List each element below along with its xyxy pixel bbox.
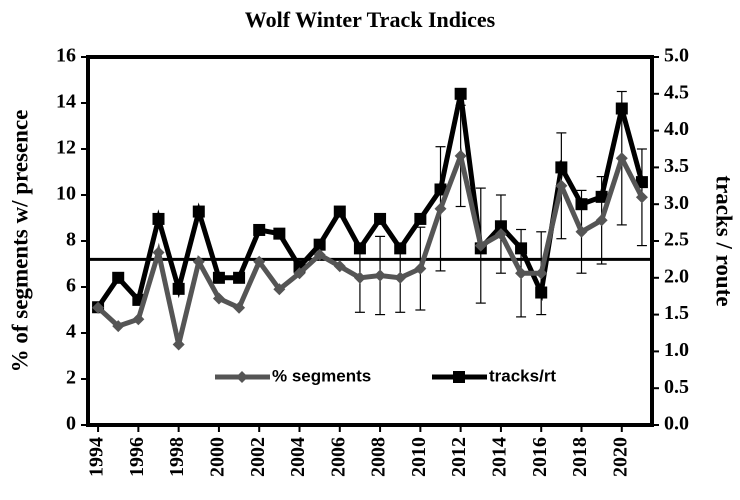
marker	[434, 202, 447, 215]
marker	[414, 262, 427, 275]
marker	[555, 179, 568, 192]
y-tick-label: 14	[56, 91, 76, 113]
marker	[575, 198, 588, 211]
marker	[253, 223, 266, 236]
marker	[132, 313, 145, 326]
legend-marker	[236, 371, 248, 383]
y-tick-label: 6	[66, 275, 76, 297]
y-tick-label: 2	[66, 367, 76, 389]
legend-label: % segments	[272, 366, 371, 385]
marker	[313, 238, 326, 251]
y-tick-label: 8	[66, 229, 76, 251]
marker	[454, 87, 467, 100]
y2-tick-label: 2.0	[664, 265, 689, 287]
marker	[112, 271, 125, 284]
x-tick-label: 2000	[207, 437, 229, 477]
marker	[394, 271, 407, 284]
marker	[152, 246, 165, 259]
marker	[414, 212, 427, 225]
y2-tick-label: 4.5	[664, 81, 689, 103]
marker	[595, 190, 608, 203]
y-tick-label: 16	[56, 45, 76, 67]
x-tick-label: 2004	[287, 437, 309, 477]
marker	[172, 338, 185, 351]
y2-tick-label: 1.5	[664, 302, 689, 324]
x-tick-label: 2018	[569, 437, 591, 477]
y2-tick-label: 3.5	[664, 155, 689, 177]
marker	[474, 239, 487, 252]
marker	[615, 102, 628, 115]
marker	[374, 212, 387, 225]
marker	[293, 267, 306, 280]
x-tick-label: 1994	[86, 437, 108, 477]
x-tick-label: 2008	[368, 437, 390, 477]
marker	[333, 205, 346, 218]
legend-label: tracks/rt	[489, 366, 556, 385]
y2-axis-label: tracks / route	[712, 175, 737, 306]
marker	[494, 228, 507, 241]
y-tick-label: 10	[56, 183, 76, 205]
marker	[212, 292, 225, 305]
y-axis-label: % of segments w/ presence	[7, 110, 32, 373]
marker	[353, 271, 366, 284]
marker	[253, 255, 266, 268]
y2-tick-label: 5.0	[664, 45, 689, 67]
y2-tick-label: 3.0	[664, 192, 689, 214]
marker	[595, 214, 608, 227]
marker	[515, 267, 528, 280]
marker	[112, 320, 125, 333]
x-tick-label: 2020	[609, 437, 631, 477]
marker	[152, 212, 165, 225]
x-tick-label: 2002	[247, 437, 269, 477]
marker	[172, 282, 185, 295]
y-tick-label: 4	[66, 321, 76, 343]
y2-tick-label: 2.5	[664, 229, 689, 251]
y-tick-label: 0	[66, 413, 76, 435]
marker	[233, 301, 246, 314]
marker	[515, 242, 528, 255]
marker	[575, 225, 588, 238]
marker	[273, 227, 286, 240]
plot-frame	[86, 55, 654, 427]
marker	[212, 271, 225, 284]
marker	[313, 248, 326, 261]
y2-tick-label: 0.0	[664, 413, 689, 435]
marker	[615, 152, 628, 165]
chart-title: Wolf Winter Track Indices	[245, 7, 496, 32]
marker	[494, 220, 507, 233]
x-tick-label: 1996	[126, 437, 148, 477]
x-tick-label: 2006	[327, 437, 349, 477]
x-tick-label: 2012	[448, 437, 470, 477]
y2-tick-label: 0.5	[664, 376, 689, 398]
marker	[394, 242, 407, 255]
marker	[454, 149, 467, 162]
marker	[333, 260, 346, 273]
marker	[192, 205, 205, 218]
marker	[635, 191, 648, 204]
marker	[192, 255, 205, 268]
marker	[233, 271, 246, 284]
x-tick-label: 2014	[489, 437, 511, 477]
series-line	[96, 147, 645, 346]
marker	[434, 183, 447, 196]
y2-tick-label: 1.0	[664, 339, 689, 361]
marker	[92, 301, 105, 314]
x-tick-label: 2016	[529, 437, 551, 477]
marker	[535, 267, 548, 280]
marker	[374, 269, 387, 282]
marker	[353, 242, 366, 255]
legend-marker	[453, 371, 465, 383]
x-tick-label: 1998	[166, 437, 188, 477]
marker	[635, 176, 648, 189]
x-tick-label: 2010	[408, 437, 430, 477]
marker	[555, 161, 568, 174]
marker	[535, 286, 548, 299]
y-tick-label: 12	[56, 137, 76, 159]
y2-tick-label: 4.0	[664, 118, 689, 140]
marker	[273, 283, 286, 296]
